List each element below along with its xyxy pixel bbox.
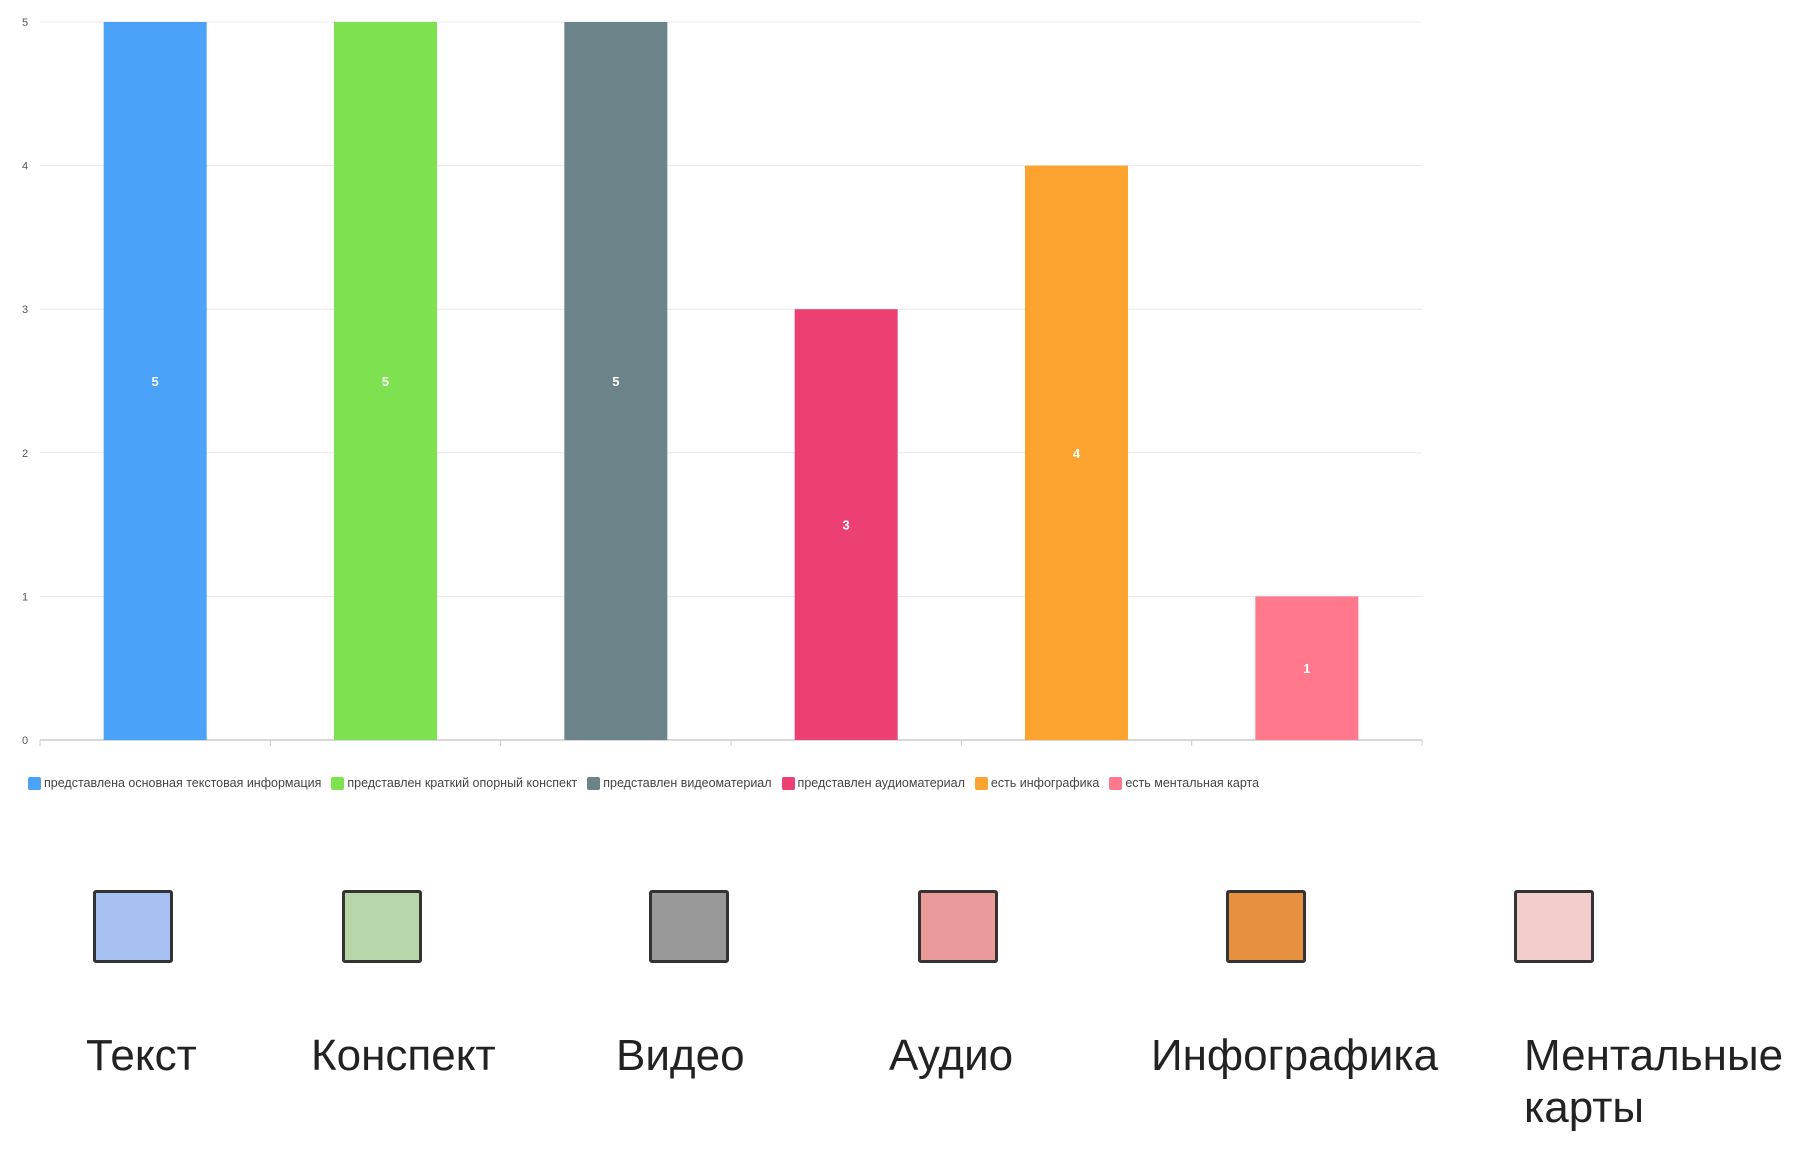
bar-data-label: 5 xyxy=(382,374,389,389)
y-tick-label: 0 xyxy=(22,735,28,747)
bar xyxy=(334,22,437,740)
chart-legend: представлена основная текстовая информац… xyxy=(28,776,1259,790)
bar xyxy=(1025,165,1128,741)
y-tick-label: 5 xyxy=(22,17,28,29)
category-label: Конспект xyxy=(311,1031,496,1080)
category-card xyxy=(918,890,998,963)
bar-data-label: 3 xyxy=(843,518,850,533)
y-tick-label: 1 xyxy=(22,591,28,603)
category-color-swatch xyxy=(93,890,173,963)
bar xyxy=(103,22,207,740)
legend-swatch xyxy=(1109,776,1123,790)
category-label: Видео xyxy=(616,1031,745,1080)
category-color-swatch xyxy=(1226,890,1306,963)
category-color-swatch xyxy=(1514,890,1594,963)
category-label: Текст xyxy=(86,1031,197,1080)
y-tick-label: 2 xyxy=(22,448,28,460)
bar xyxy=(1255,596,1359,740)
category-card xyxy=(93,890,173,963)
legend-item[interactable]: представлен аудиоматериал xyxy=(781,776,965,790)
legend-label: представлена основная текстовая информац… xyxy=(44,776,322,790)
category-card xyxy=(1226,890,1306,963)
legend-item[interactable]: есть инфографика xyxy=(974,776,1100,790)
legend-swatch xyxy=(974,776,988,790)
legend-item[interactable]: представлена основная текстовая информац… xyxy=(28,776,321,790)
category-color-swatch xyxy=(342,890,422,963)
bar-chart: 0 1 2 3 4 5 5 5 5 3 4 1 xyxy=(22,17,1423,747)
category-label: Ментальные карты xyxy=(1524,1031,1784,1132)
bar-data-label: 5 xyxy=(152,374,159,389)
y-tick-label: 4 xyxy=(22,161,28,173)
bar xyxy=(564,22,668,740)
legend-swatch xyxy=(331,776,345,790)
y-tick-label: 3 xyxy=(22,304,28,316)
bar-data-label: 1 xyxy=(1303,661,1310,676)
category-color-swatch xyxy=(918,890,998,963)
category-color-swatch xyxy=(649,890,729,963)
bar xyxy=(794,309,898,740)
legend-label: представлен видеоматериал xyxy=(603,776,772,790)
legend-swatch xyxy=(587,776,601,790)
legend-label: представлен краткий опорный конспект xyxy=(347,776,578,790)
legend-item[interactable]: представлен краткий опорный конспект xyxy=(331,776,577,790)
legend-swatch xyxy=(781,776,795,790)
category-card xyxy=(1514,890,1594,963)
legend-item[interactable]: представлен видеоматериал xyxy=(587,776,772,790)
bar-data-label: 4 xyxy=(1073,446,1081,461)
legend-label: представлен аудиоматериал xyxy=(797,776,965,790)
legend-item[interactable]: есть ментальная карта xyxy=(1109,776,1259,790)
category-label: Аудио xyxy=(889,1031,1014,1080)
bar-data-label: 5 xyxy=(612,374,619,389)
legend-label: есть инфографика xyxy=(990,776,1100,790)
legend-swatch xyxy=(28,776,41,790)
category-label: Инфографика xyxy=(1151,1031,1439,1080)
category-cards: Текст Конспект Видео Аудио Инфографика Ментал… xyxy=(0,890,1818,1162)
legend-label: есть ментальная карта xyxy=(1125,776,1260,790)
category-card xyxy=(342,890,422,963)
category-card xyxy=(649,890,729,963)
